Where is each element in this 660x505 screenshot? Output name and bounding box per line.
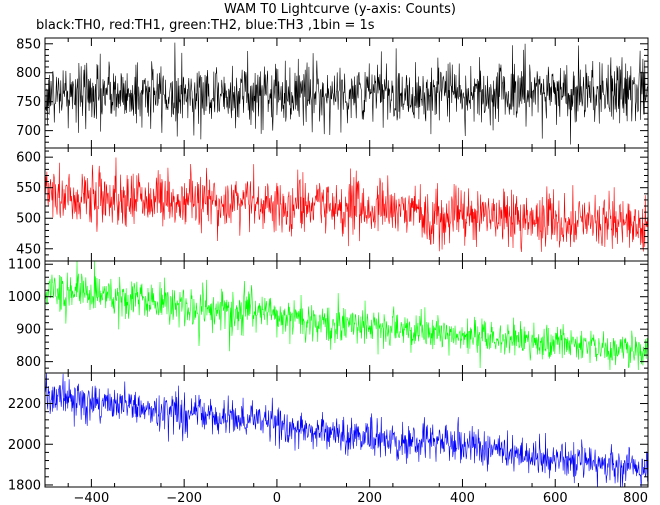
series-line-th3 [45, 373, 648, 487]
x-tick-label: −400 [74, 491, 110, 505]
series-line-th1 [45, 157, 648, 252]
x-tick-label: 600 [543, 491, 568, 505]
y-tick-label: 850 [16, 37, 41, 52]
y-tick-label: 450 [16, 242, 41, 257]
y-tick-label: 1800 [8, 478, 41, 493]
y-tick-label: 1000 [8, 290, 41, 305]
panel-th0: 700 750 800 850 [16, 37, 649, 149]
x-tick-label: −200 [166, 491, 202, 505]
chart-subtitle: black:TH0, red:TH1, green:TH2, blue:TH3 … [36, 18, 375, 33]
y-tick-label: 550 [16, 181, 41, 196]
x-tick-label: 400 [450, 491, 475, 505]
y-tick-label: 2200 [8, 397, 41, 412]
x-axis: −400 −200 0 200 400 600 800 [74, 491, 648, 505]
x-tick-label: 0 [273, 491, 281, 505]
y-tick-label: 750 [16, 95, 41, 110]
y-tick-label: 800 [16, 355, 41, 370]
x-tick-label: 200 [357, 491, 382, 505]
y-tick-label: 600 [16, 151, 41, 166]
panel-frame [44, 260, 649, 374]
y-tick-label: 900 [16, 323, 41, 338]
chart-title: WAM T0 Lightcurve (y-axis: Counts) [224, 2, 456, 17]
panel-th2: 800 900 1000 1100 [8, 258, 649, 374]
chart-panels: 700 750 800 850 450 500 550 600 800 900 1000 1100 18… [8, 37, 649, 493]
y-tick-label: 700 [16, 124, 41, 139]
series-line-th2 [45, 261, 648, 371]
y-tick-label: 800 [16, 66, 41, 81]
panel-th3: 1800 2000 2200 [8, 372, 649, 493]
x-tick-label: 800 [623, 491, 648, 505]
y-tick-label: 2000 [8, 438, 41, 453]
panel-frame [44, 372, 649, 488]
series-line-th0 [45, 42, 648, 145]
panel-th1: 450 500 550 600 [16, 147, 649, 262]
y-tick-label: 500 [16, 212, 41, 227]
y-tick-label: 1100 [8, 258, 41, 273]
